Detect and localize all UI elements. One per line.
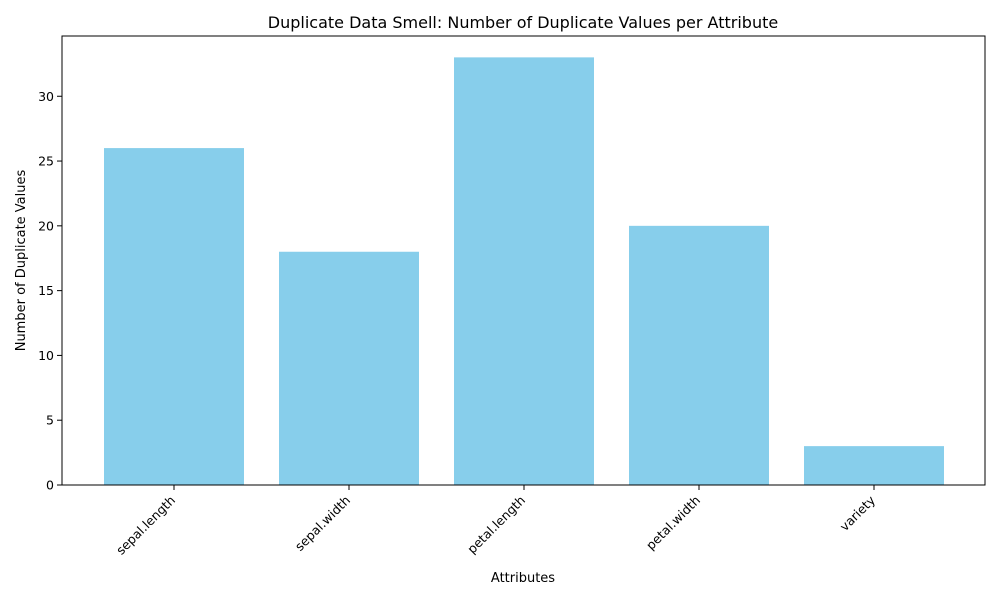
bar-petal-length bbox=[454, 57, 594, 485]
bar-sepal-length bbox=[104, 148, 244, 486]
y-tick-label: 30 bbox=[38, 89, 54, 104]
x-tick-label: petal.length bbox=[464, 493, 528, 557]
y-axis-ticks: 0 5 10 15 20 25 30 bbox=[38, 89, 62, 493]
bar-petal-width bbox=[629, 225, 769, 485]
y-tick-label: 5 bbox=[46, 413, 54, 428]
x-axis-label: Attributes bbox=[491, 571, 555, 586]
x-tick-label: petal.width bbox=[643, 493, 703, 553]
y-tick-label: 10 bbox=[38, 348, 54, 363]
plot-area-frame bbox=[61, 35, 986, 486]
bar-sepal-width bbox=[279, 251, 419, 485]
x-tick-label: sepal.length bbox=[113, 493, 178, 558]
y-tick-label: 20 bbox=[38, 218, 54, 233]
y-tick-label: 25 bbox=[38, 154, 54, 169]
x-axis-ticks: sepal.length sepal.width petal.length petal… bbox=[113, 485, 879, 558]
chart-title: Duplicate Data Smell: Number of Duplicat… bbox=[268, 13, 778, 32]
bar-variety bbox=[804, 446, 944, 485]
y-axis-label: Number of Duplicate Values bbox=[14, 169, 29, 351]
y-tick-label: 15 bbox=[38, 283, 54, 298]
y-tick-label: 0 bbox=[46, 478, 54, 493]
bars bbox=[104, 57, 944, 486]
x-tick-label: sepal.width bbox=[292, 493, 353, 554]
x-tick-label: variety bbox=[837, 492, 879, 534]
